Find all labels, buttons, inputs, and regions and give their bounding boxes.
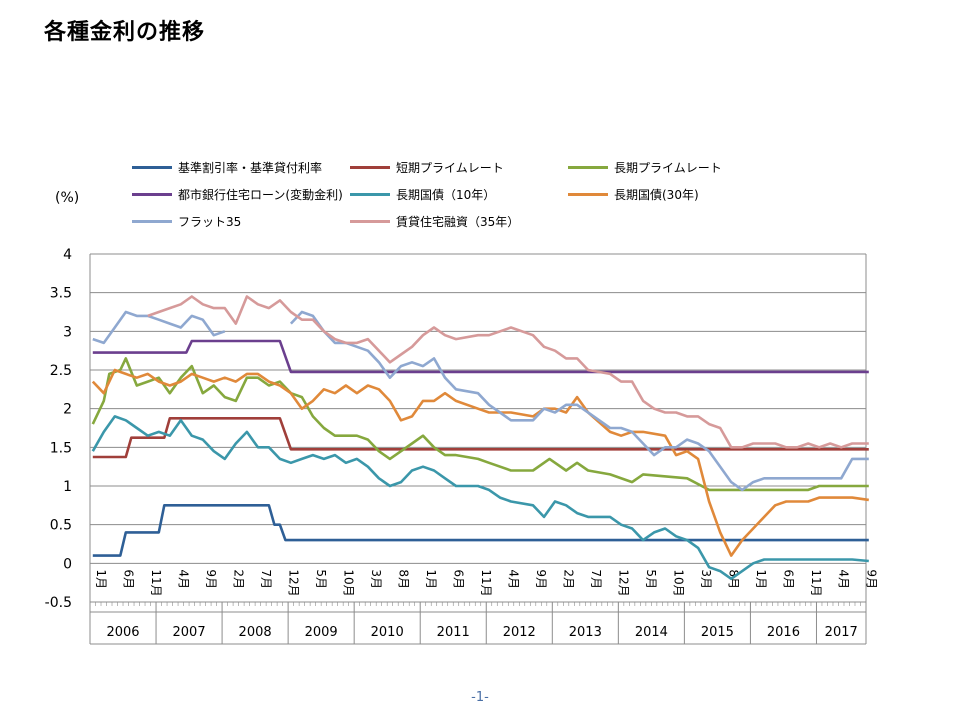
legend-item: 基準割引率・基準貸付利率	[132, 159, 322, 176]
month-label: 5月	[644, 569, 658, 589]
legend-item: 都市銀行住宅ローン(変動金利)	[132, 186, 343, 203]
legend-swatch	[132, 193, 172, 196]
y-tick-label: -0.5	[45, 595, 72, 611]
page-title: 各種金利の推移	[44, 20, 206, 45]
year-label: 2013	[569, 625, 602, 640]
y-tick-label: 1.5	[50, 440, 72, 456]
month-label: 1月	[94, 569, 108, 589]
legend-swatch	[568, 193, 608, 196]
legend-swatch	[350, 166, 390, 169]
series-line-4	[91, 415, 869, 581]
year-label: 2007	[173, 625, 206, 640]
month-label: 12月	[617, 569, 631, 596]
legend-label: 賃貸住宅融資（35年）	[396, 215, 520, 229]
series-line-5	[91, 368, 869, 557]
year-label: 2012	[503, 625, 536, 640]
y-tick-label: 3	[63, 324, 72, 340]
month-label: 11月	[479, 569, 493, 596]
legend-item: 長期プライムレート	[568, 159, 722, 176]
y-tick-label: 2	[63, 402, 72, 418]
legend-item: フラット35	[132, 213, 241, 230]
month-label: 7月	[589, 569, 603, 589]
series-line-2	[91, 357, 869, 492]
year-label: 2015	[701, 625, 734, 640]
legend-swatch	[350, 220, 390, 223]
year-label: 2014	[635, 625, 668, 640]
month-label: 11月	[149, 569, 163, 596]
legend-label: 基準割引率・基準貸付利率	[178, 161, 323, 175]
series-line-1	[92, 416, 869, 459]
month-label: 3月	[369, 569, 383, 589]
y-tick-label: 1	[63, 479, 72, 495]
legend-label: フラット35	[178, 215, 242, 229]
year-label: 2016	[767, 625, 800, 640]
legend-swatch	[132, 166, 172, 169]
series-line-3	[92, 339, 869, 374]
legend-item: 長期国債(30年)	[568, 186, 699, 203]
page-number: -1-	[471, 690, 489, 705]
month-label: 3月	[699, 569, 713, 589]
y-tick-label: 0.5	[50, 518, 72, 534]
y-tick-label: 4	[63, 247, 72, 263]
legend-label: 都市銀行住宅ローン(変動金利)	[178, 188, 343, 202]
legend-label: 短期プライムレート	[396, 161, 504, 175]
month-label: 9月	[204, 569, 218, 589]
legend-swatch	[132, 220, 172, 223]
month-label: 10月	[341, 569, 355, 596]
legend-item: 長期国債（10年）	[350, 186, 495, 203]
y-axis-unit: (%)	[55, 190, 80, 206]
legend-swatch	[568, 166, 608, 169]
month-label: 6月	[782, 569, 796, 589]
month-label: 4月	[507, 569, 521, 589]
legend: 基準割引率・基準貸付利率 短期プライムレート 長期プライムレート都市銀行住宅ローン(…	[0, 0, 960, 240]
month-label: 4月	[837, 569, 851, 589]
month-label: 2月	[562, 569, 576, 589]
legend-swatch	[350, 193, 390, 196]
y-tick-label: 0	[63, 556, 72, 572]
month-label: 5月	[314, 569, 328, 589]
month-label: 2月	[231, 569, 245, 589]
series-line-6	[92, 310, 226, 345]
legend-item: 賃貸住宅融資（35年）	[350, 213, 519, 230]
month-label: 12月	[286, 569, 300, 596]
year-label: 2006	[106, 625, 139, 640]
month-label: 9月	[534, 569, 548, 589]
series-line-0	[92, 503, 869, 557]
month-label: 7月	[259, 569, 273, 589]
year-label: 2008	[239, 625, 272, 640]
y-tick-label: 2.5	[50, 363, 72, 379]
series-line-7	[147, 295, 869, 449]
year-label: 2017	[825, 625, 858, 640]
legend-label: 長期国債(30年)	[614, 188, 699, 202]
legend-label: 長期プライムレート	[614, 161, 722, 175]
month-label: 8月	[396, 569, 410, 589]
year-label: 2010	[371, 625, 404, 640]
month-label: 6月	[451, 569, 465, 589]
year-label: 2011	[437, 625, 470, 640]
legend-label: 長期国債（10年）	[396, 188, 496, 202]
month-label: 9月	[864, 569, 878, 589]
month-label: 6月	[121, 569, 135, 589]
month-label: 10月	[672, 569, 686, 596]
month-label: 4月	[176, 569, 190, 589]
series-line-6	[289, 310, 869, 492]
month-label: 1月	[754, 569, 768, 589]
year-label: 2009	[305, 625, 338, 640]
legend-item: 短期プライムレート	[350, 159, 504, 176]
month-label: 1月	[424, 569, 438, 589]
y-tick-label: 3.5	[50, 286, 72, 302]
month-label: 11月	[809, 569, 823, 596]
